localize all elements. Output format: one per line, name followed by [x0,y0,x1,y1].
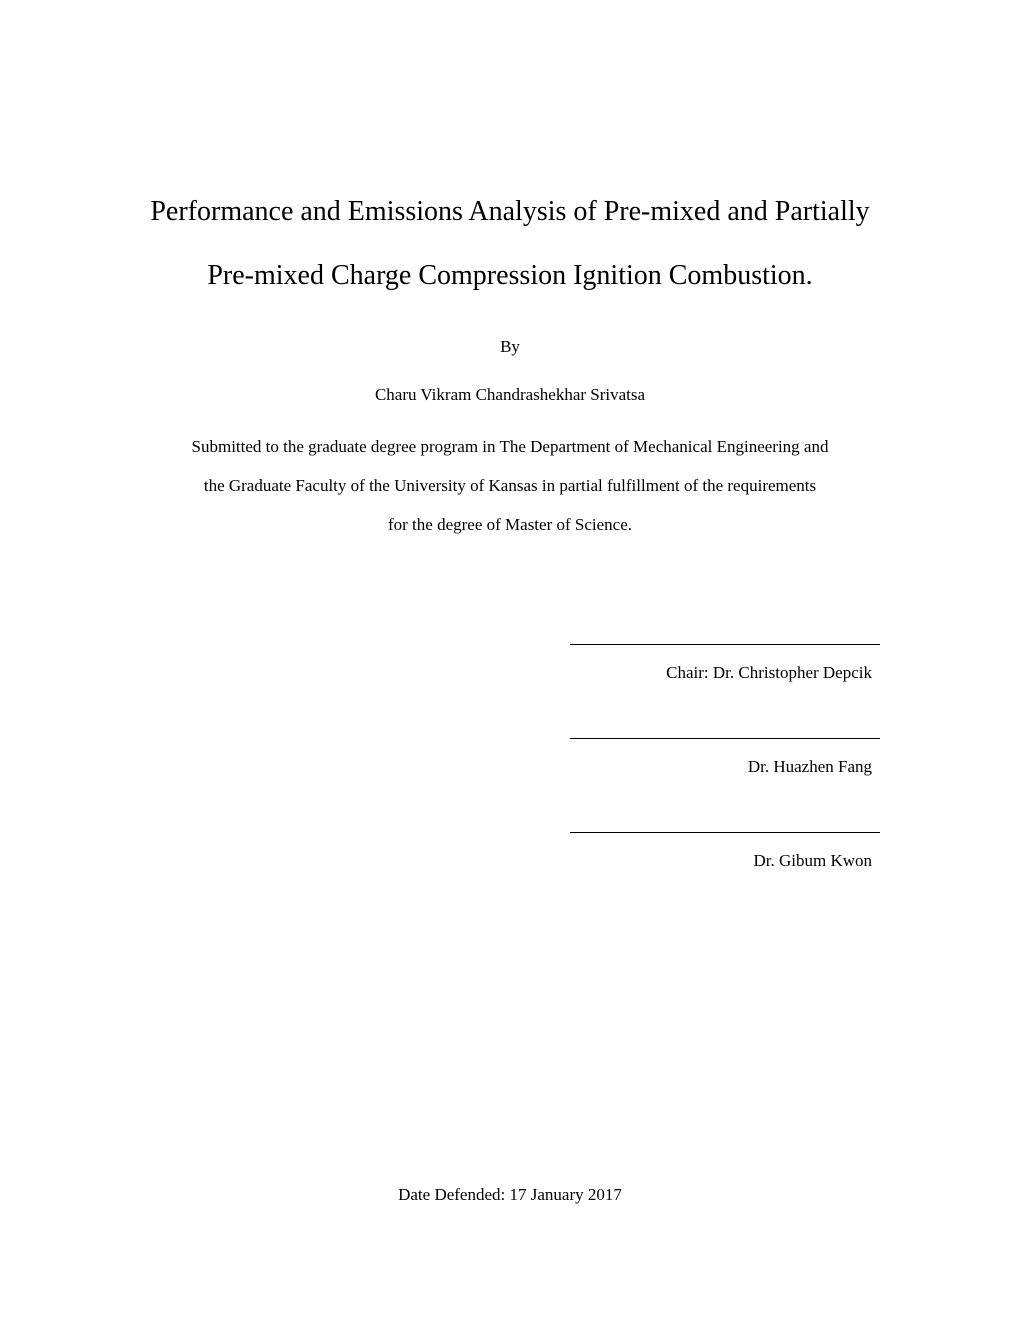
signature-line [570,644,880,645]
submission-line-2: the Graduate Faculty of the University o… [100,466,920,505]
title-line-1: Performance and Emissions Analysis of Pr… [100,180,920,244]
date-defended: Date Defended: 17 January 2017 [0,1185,1020,1205]
submission-line-1: Submitted to the graduate degree program… [100,427,920,466]
committee-chair: Chair: Dr. Christopher Depcik [540,663,880,683]
signature-block-member-2: Dr. Gibum Kwon [540,832,880,871]
thesis-title: Performance and Emissions Analysis of Pr… [100,180,920,309]
by-label: By [100,337,920,357]
committee-block: Chair: Dr. Christopher Depcik Dr. Huazhe… [540,644,880,871]
signature-line [570,832,880,833]
signature-line [570,738,880,739]
title-line-2: Pre-mixed Charge Compression Ignition Co… [100,244,920,308]
author-name: Charu Vikram Chandrashekhar Srivatsa [100,385,920,405]
signature-block-member-1: Dr. Huazhen Fang [540,738,880,777]
committee-member-1: Dr. Huazhen Fang [540,757,880,777]
committee-member-2: Dr. Gibum Kwon [540,851,880,871]
submission-statement: Submitted to the graduate degree program… [100,427,920,544]
signature-block-chair: Chair: Dr. Christopher Depcik [540,644,880,683]
submission-line-3: for the degree of Master of Science. [100,505,920,544]
